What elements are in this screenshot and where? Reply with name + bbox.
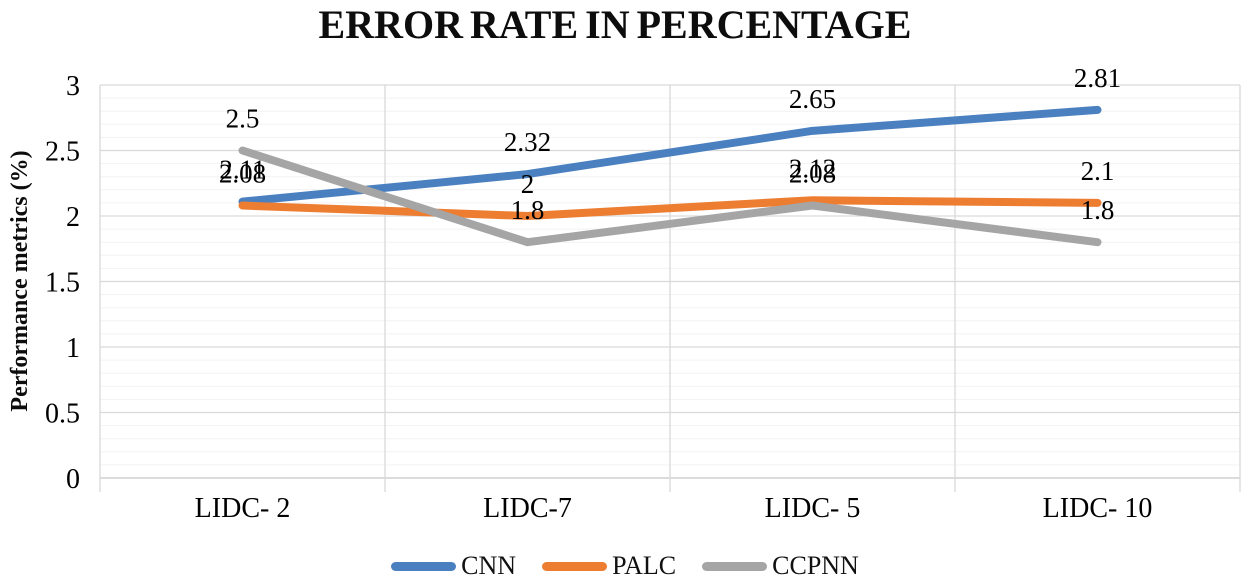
y-tick-label: 0.5 — [45, 399, 80, 430]
x-tick-label: LIDC- 10 — [1043, 493, 1153, 524]
data-label-palc: 2.08 — [219, 159, 266, 189]
data-label-cnn: 2.11 — [219, 155, 265, 185]
legend-label: CCPNN — [772, 551, 859, 580]
y-tick-label: 0 — [66, 464, 80, 495]
legend-item-cnn: CNN — [391, 551, 516, 581]
y-tick-label: 2 — [66, 202, 80, 233]
data-label-ccpnn: 2.08 — [789, 159, 836, 189]
data-label-palc: 2 — [521, 169, 535, 199]
legend-swatch-palc — [542, 561, 608, 571]
x-tick-label: LIDC-7 — [483, 493, 572, 524]
legend-item-palc: PALC — [542, 551, 676, 581]
data-label-ccpnn: 1.8 — [1081, 195, 1115, 225]
series-line-palc — [238, 196, 1102, 220]
data-label-palc: 2.12 — [789, 153, 836, 183]
y-tick-label: 2.5 — [45, 137, 80, 168]
series-line-ccpnn — [238, 146, 1102, 247]
y-tick-label: 1.5 — [45, 268, 80, 299]
data-label-palc: 2.1 — [1081, 156, 1115, 186]
legend-swatch-cnn — [391, 561, 457, 571]
data-label-ccpnn: 1.8 — [511, 195, 545, 225]
legend-item-ccpnn: CCPNN — [702, 551, 859, 581]
data-label-ccpnn: 2.5 — [226, 104, 260, 134]
legend-label: CNN — [461, 551, 517, 580]
x-tick-label: LIDC- 5 — [765, 493, 861, 524]
y-tick-label: 1 — [66, 333, 80, 364]
legend: CNN PALC CCPNN — [0, 551, 1250, 581]
data-label-cnn: 2.65 — [789, 84, 836, 114]
legend-swatch-ccpnn — [702, 561, 768, 571]
y-tick-label: 3 — [66, 71, 80, 102]
chart-title: ERROR RATE IN PERCENTAGE — [318, 2, 912, 47]
legend-label: PALC — [612, 551, 677, 580]
data-label-cnn: 2.81 — [1074, 63, 1121, 93]
data-label-cnn: 2.32 — [504, 127, 551, 157]
x-tick-label: LIDC- 2 — [195, 493, 291, 524]
series-line-cnn — [238, 105, 1102, 206]
